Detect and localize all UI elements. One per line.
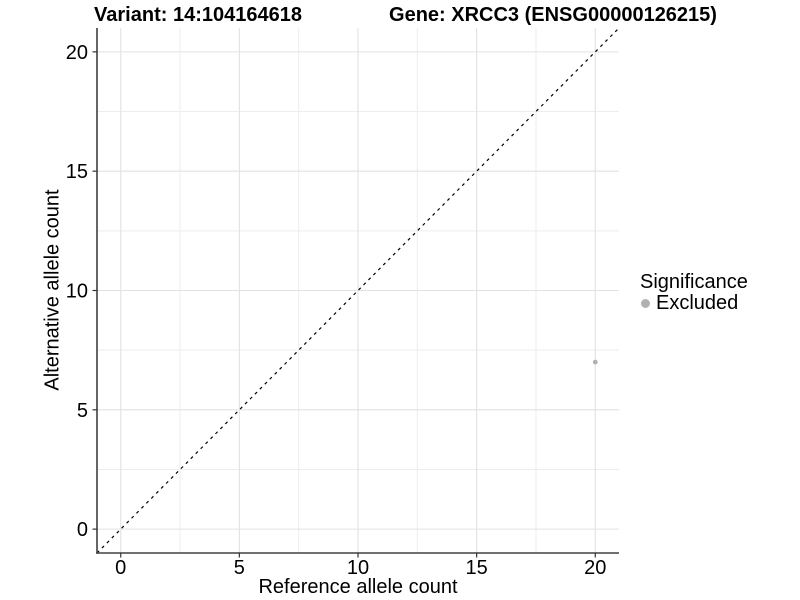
legend-item-label: Excluded [656,292,739,314]
y-tick-label: 10 [66,281,88,303]
legend: Significance Excluded [640,272,748,313]
legend-title: Significance [640,271,748,293]
y-tick-label: 15 [66,161,88,183]
legend-item-excluded: Excluded [640,293,748,313]
legend-point-icon [641,298,650,308]
x-axis-title: Reference allele count [258,576,458,598]
variant-title: Variant: 14:104164618 [94,4,302,26]
x-tick-label: 5 [234,557,245,579]
x-tick-label: 0 [115,557,126,579]
x-tick-label: 20 [584,557,606,579]
y-tick-label: 5 [77,400,88,422]
y-tick-label: 20 [66,42,88,64]
gene-title: Gene: XRCC3 (ENSG00000126215) [389,4,717,26]
y-axis-title: Alternative allele count [41,189,64,391]
x-tick-label: 10 [347,557,369,579]
y-tick-label: 0 [77,519,88,541]
identity-reference-line [96,27,620,554]
data-point [592,359,598,365]
x-tick-label: 15 [466,557,488,579]
